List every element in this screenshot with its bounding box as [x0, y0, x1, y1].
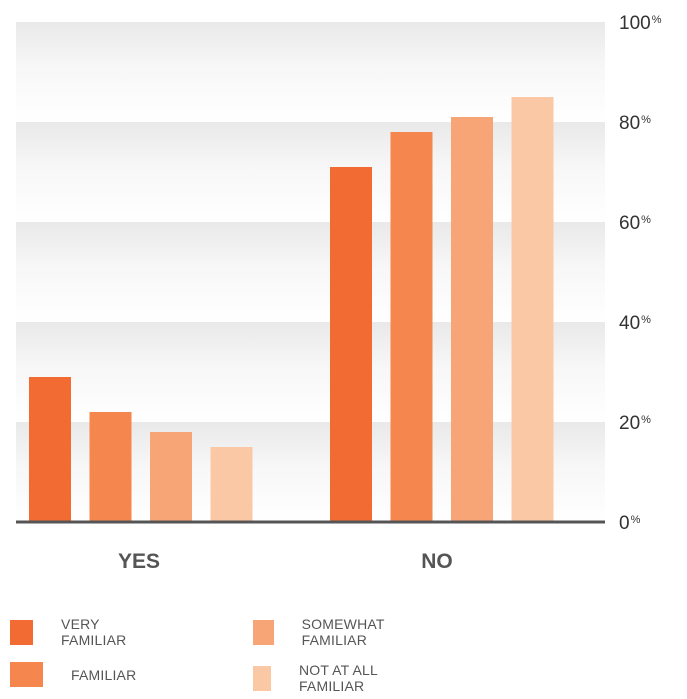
category-label-yes: YES — [118, 550, 160, 573]
bar-yes-not-at-all-familiar — [210, 447, 253, 522]
y-tick-label: 100% — [619, 13, 662, 34]
bars — [29, 97, 554, 522]
legend-item: NOT AT ALL FAMILIAR — [253, 662, 379, 694]
y-tick-label: 40% — [619, 313, 651, 334]
legend-swatch — [253, 619, 274, 645]
legend-item: SOMEWHAT FAMILIAR — [253, 616, 397, 648]
legend-swatch — [10, 619, 34, 645]
y-tick-label: 80% — [619, 113, 651, 134]
bar-yes-very-familiar — [29, 377, 71, 522]
legend-item: VERY FAMILIAR — [10, 616, 136, 648]
y-tick-label: 0% — [619, 513, 641, 534]
legend-label: NOT AT ALL FAMILIAR — [298, 662, 378, 694]
grid-band — [16, 122, 605, 222]
legend-label: VERY FAMILIAR — [61, 616, 127, 648]
legend-swatch — [253, 665, 271, 691]
y-tick-label: 60% — [619, 213, 651, 234]
y-axis-ticks: 0% 20% 40% 60% 80% 100% — [619, 13, 662, 534]
category-label-no: NO — [421, 550, 453, 573]
legend-label: FAMILIAR — [71, 666, 137, 683]
legend-swatch — [10, 662, 43, 687]
category-labels: YES NO — [118, 550, 453, 573]
y-tick-label: 20% — [619, 413, 651, 434]
bar-yes-somewhat-familiar — [150, 432, 192, 522]
legend-label: SOMEWHAT FAMILIAR — [301, 616, 385, 648]
grid-band — [16, 222, 605, 322]
legend-item: FAMILIAR — [10, 662, 136, 687]
grid-bands — [16, 22, 605, 522]
grid-band — [16, 322, 605, 422]
bar-yes-familiar — [89, 412, 132, 522]
bar-chart: 0% 20% 40% 60% 80% 100% YES NO — [16, 13, 662, 573]
bar-no-somewhat-familiar — [451, 117, 493, 522]
bar-no-familiar — [390, 132, 433, 522]
grid-band — [16, 22, 605, 122]
bar-no-not-at-all-familiar — [511, 97, 554, 522]
bar-no-very-familiar — [330, 167, 372, 522]
